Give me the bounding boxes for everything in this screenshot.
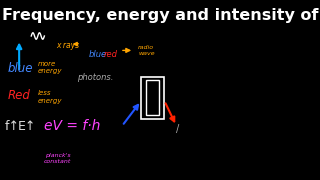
Bar [141, 76, 164, 119]
Text: Frequency, energy and intensity of light: Frequency, energy and intensity of light [2, 8, 320, 23]
Text: radio
wave: radio wave [138, 45, 155, 56]
Text: more
energy: more energy [37, 61, 62, 74]
Text: photons.: photons. [76, 73, 113, 82]
Text: x rays: x rays [56, 40, 80, 50]
Text: eV = f·h: eV = f·h [44, 119, 101, 133]
Text: planck's
constant: planck's constant [44, 153, 71, 164]
Text: blue: blue [8, 62, 34, 75]
Text: less
energy: less energy [37, 90, 62, 104]
Text: red: red [104, 50, 118, 59]
Text: /: / [176, 124, 180, 134]
Text: f↑: f↑ [5, 120, 20, 132]
Text: blue: blue [89, 50, 107, 59]
Text: Red: Red [8, 89, 31, 102]
Text: E↑: E↑ [18, 120, 36, 132]
Bar [146, 80, 159, 115]
